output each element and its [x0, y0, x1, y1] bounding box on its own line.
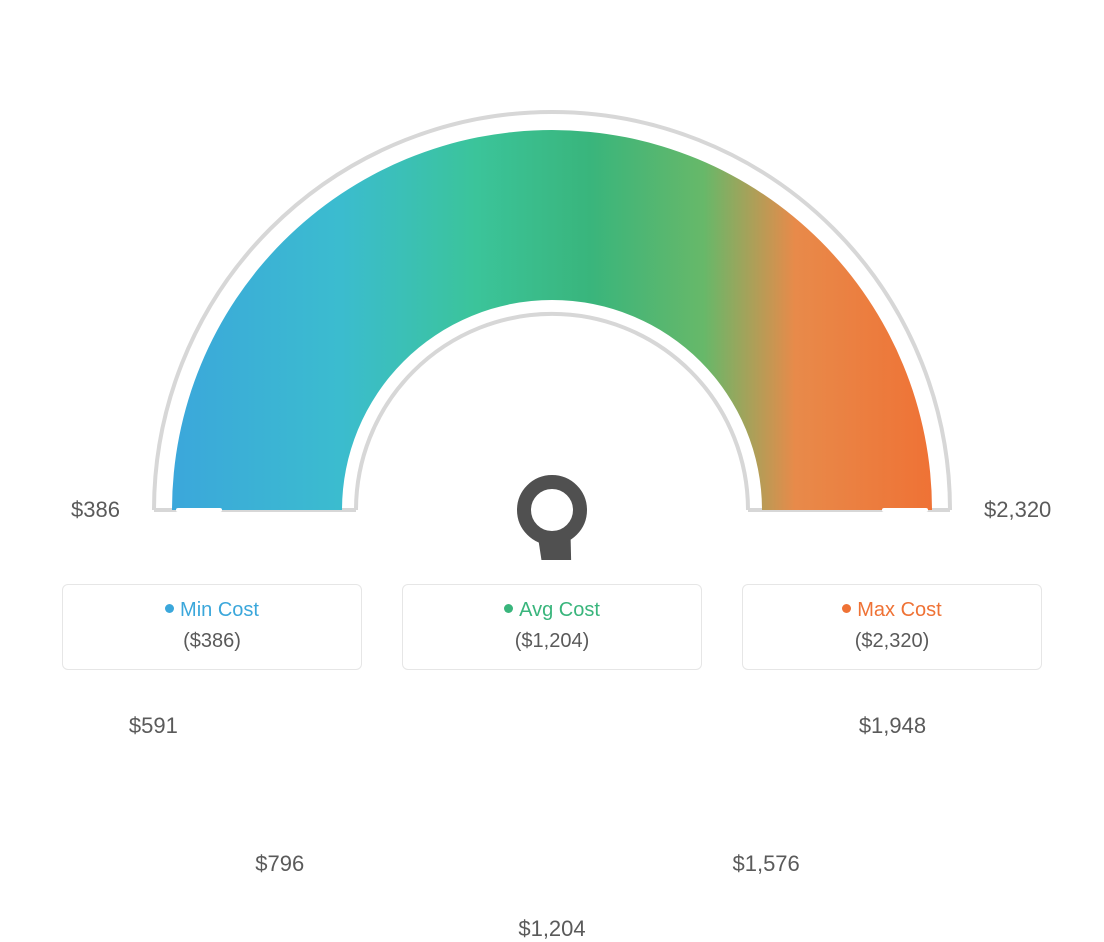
- gauge-tick-label: $2,320: [984, 497, 1051, 523]
- legend-avg-label: Avg Cost: [519, 599, 600, 621]
- dot-icon: [165, 604, 174, 613]
- legend-title-min: Min Cost: [63, 599, 361, 622]
- legend-min-value: ($386): [63, 630, 361, 653]
- legend-max-value: ($2,320): [743, 630, 1041, 653]
- dot-icon: [504, 604, 513, 613]
- dot-icon: [842, 604, 851, 613]
- legend-max-label: Max Cost: [857, 599, 941, 621]
- legend-avg-value: ($1,204): [403, 630, 701, 653]
- gauge-tick-label: $386: [71, 497, 120, 523]
- gauge-tick-label: $1,948: [859, 713, 926, 739]
- legend-min-label: Min Cost: [180, 599, 259, 621]
- gauge-tick-label: $1,204: [518, 916, 585, 942]
- legend-card-min: Min Cost ($386): [62, 584, 362, 670]
- gauge-tick-label: $796: [255, 851, 304, 877]
- gauge-tick-label: $1,576: [732, 851, 799, 877]
- gauge-svg: [0, 0, 1104, 560]
- cost-gauge: $386$591$796$1,204$1,576$1,948$2,320: [0, 0, 1104, 560]
- legend-row: Min Cost ($386) Avg Cost ($1,204) Max Co…: [0, 584, 1104, 670]
- legend-title-avg: Avg Cost: [403, 599, 701, 622]
- gauge-tick-label: $591: [129, 713, 178, 739]
- legend-card-max: Max Cost ($2,320): [742, 584, 1042, 670]
- legend-title-max: Max Cost: [743, 599, 1041, 622]
- legend-card-avg: Avg Cost ($1,204): [402, 584, 702, 670]
